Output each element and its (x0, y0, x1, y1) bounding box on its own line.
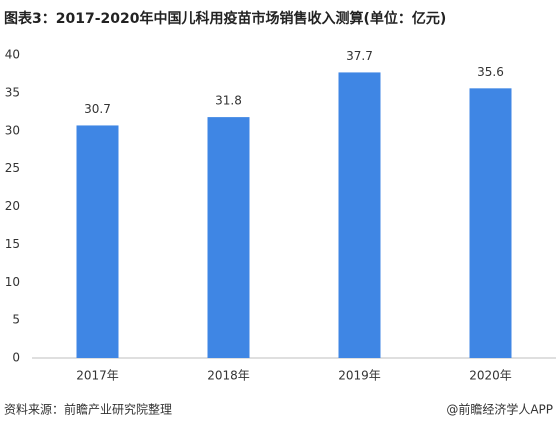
y-tick-label: 20 (5, 199, 20, 213)
y-tick-label: 30 (5, 123, 20, 137)
y-tick-label: 15 (5, 237, 20, 251)
value-label: 31.8 (215, 94, 242, 108)
credit-note: @前瞻经济学人APP (446, 402, 553, 417)
x-tick-label: 2019年 (338, 369, 381, 383)
y-tick-label: 0 (12, 351, 20, 365)
y-tick-label: 10 (5, 275, 20, 289)
y-tick-label: 25 (5, 161, 20, 175)
source-note: 资料来源：前瞻产业研究院整理 (4, 402, 172, 417)
y-tick-label: 40 (5, 48, 20, 62)
value-label: 35.6 (477, 65, 504, 79)
y-tick-label: 35 (5, 85, 20, 99)
value-label: 37.7 (346, 49, 373, 63)
x-tick-label: 2020年 (469, 369, 512, 383)
x-tick-label: 2018年 (207, 369, 250, 383)
bar (207, 117, 250, 359)
bar (338, 72, 381, 359)
y-tick-label: 5 (12, 313, 20, 327)
bar (469, 88, 512, 358)
chart-title: 图表3：2017-2020年中国儿科用疫苗市场销售收入测算(单位：亿元) (4, 10, 446, 27)
value-label: 30.7 (84, 102, 111, 116)
bar (76, 125, 119, 358)
x-tick-label: 2017年 (76, 369, 119, 383)
